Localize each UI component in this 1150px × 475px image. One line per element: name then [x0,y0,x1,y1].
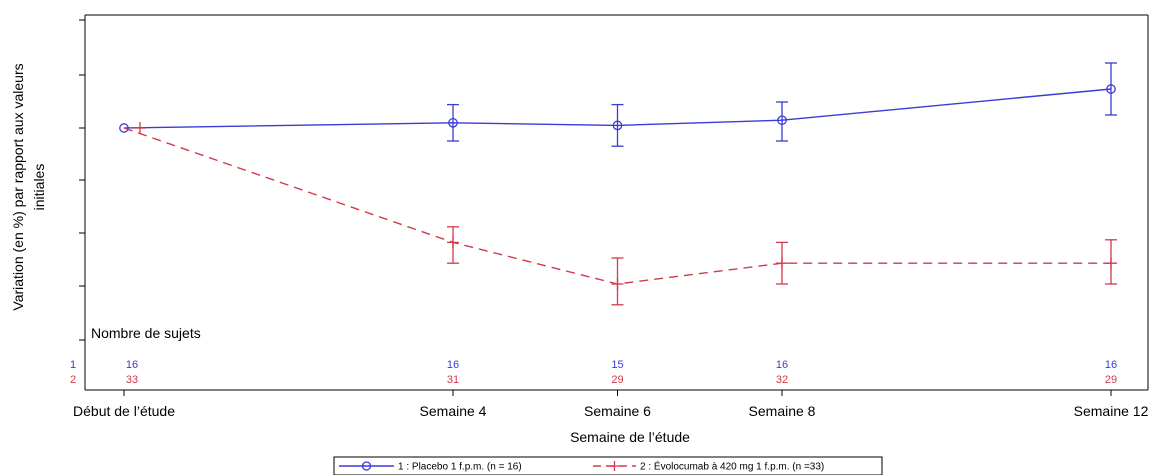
x-axis-label: Semaine de l’étude [570,429,690,445]
count-1-0: 16 [126,359,138,371]
x-tick-label-3: Semaine 8 [749,403,816,419]
count-2-1: 31 [447,374,459,386]
legend-label-2: 2 : Évolocumab à 420 mg 1 f.p.m. (n =33) [640,460,824,473]
point-1-3 [777,115,787,126]
legend-label-1: 1 : Placebo 1 f.p.m. (n = 16) [398,462,522,473]
count-2-4: 29 [1105,374,1117,386]
x-tick-label-1: Semaine 4 [420,403,487,419]
count-1-4: 16 [1105,359,1117,371]
point-2-3 [776,257,788,270]
y-axis-label-line1: Variation (en %) par rapport aux valeurs [10,63,26,310]
x-tick-label-0: Début de l’étude [73,403,175,419]
count-2-3: 32 [776,374,788,386]
x-tick-label-2: Semaine 6 [584,403,651,419]
x-tick-label-4: Semaine 12 [1074,403,1149,419]
point-1-2 [612,120,623,131]
y-axis-label-line2: initiales [31,164,47,211]
point-1-4 [1106,84,1116,94]
count-row-label-1: 1 [70,359,76,371]
count-1-1: 16 [447,359,459,371]
point-1-1 [448,117,458,128]
legend: 1 : Placebo 1 f.p.m. (n = 16) 2 : Évolocu… [333,456,883,475]
count-2-2: 29 [611,374,623,386]
legend-item-1: 1 : Placebo 1 f.p.m. (n = 16) [339,461,522,473]
point-2-2 [611,278,624,290]
point-2-1 [447,236,459,249]
counts-title: Nombre de sujets [91,325,201,341]
legend-item-2: 2 : Évolocumab à 420 mg 1 f.p.m. (n =33) [593,460,824,473]
legend-marker-1 [361,461,372,471]
legend-marker-2 [609,461,620,471]
series-2 [123,122,1117,306]
count-row-label-2: 2 [70,374,76,386]
point-2-4 [1105,257,1117,270]
count-1-2: 15 [611,359,623,371]
point-2-0 [134,122,146,134]
count-1-3: 16 [776,359,788,371]
count-2-0: 33 [126,374,138,386]
point-1-0 [119,123,129,133]
series-1 [119,62,1117,147]
